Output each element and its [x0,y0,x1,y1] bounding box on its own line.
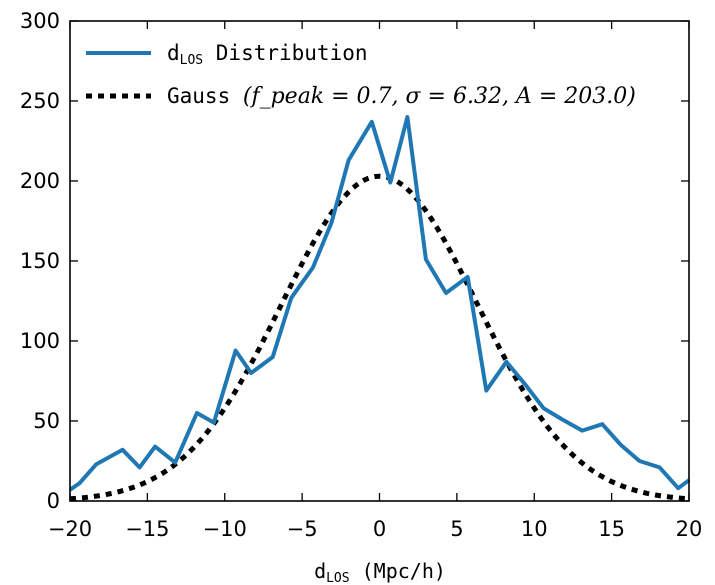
x-tick-label: −20 [48,517,92,541]
plot-frame [69,20,690,502]
legend-label-distribution: dLOS Distribution [167,41,368,68]
x-tick-label: −5 [287,517,318,541]
legend-label-gauss: Gauss (f_peak = 0.7, σ = 6.32, A = 203.0… [167,84,636,109]
x-tick-label: 15 [598,517,625,541]
x-tick-label: 0 [373,517,386,541]
y-tick-label: 50 [33,409,60,433]
distribution-line [68,115,691,492]
y-tick-label: 150 [20,249,60,273]
y-tick-label: 300 [20,9,60,33]
x-tick-label: −10 [203,517,247,541]
x-tick-label: −15 [125,517,169,541]
gauss-fit-line [69,173,690,502]
x-tick-label: 20 [676,517,703,541]
y-tick-label: 100 [20,329,60,353]
y-tick-label: 250 [20,89,60,113]
legend: dLOS Distribution Gauss (f_peak = 0.7, σ… [86,41,636,109]
x-tick-label: 5 [450,517,463,541]
series-layer [68,115,691,502]
x-axis-label: dLOS (Mpc/h) [314,559,446,585]
y-tick-label: 0 [47,489,60,513]
x-tick-label: 10 [521,517,548,541]
y-tick-label: 200 [20,169,60,193]
